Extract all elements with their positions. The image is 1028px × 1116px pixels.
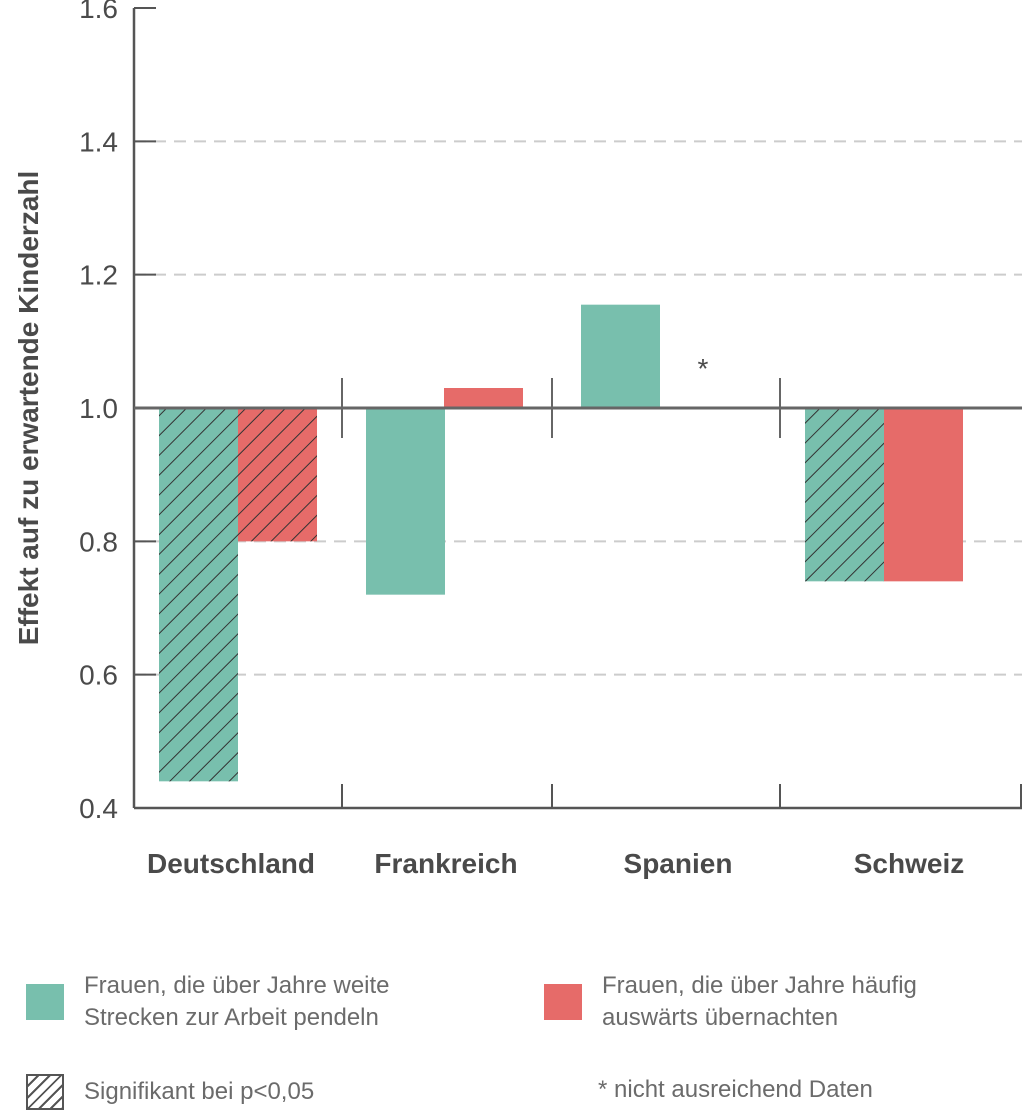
- legend: Frauen, die über Jahre weite Strecken zu…: [0, 960, 1028, 1116]
- bar-significance-hatch: [805, 408, 884, 582]
- legend-label-commute: Frauen, die über Jahre weite Strecken zu…: [84, 972, 390, 1031]
- legend-label-insufficient: * nicht ausreichend Daten: [598, 1076, 873, 1103]
- y-tick-label: 0.6: [79, 660, 118, 691]
- y-axis-label: Effekt auf zu erwartende Kinderzahl: [13, 171, 44, 646]
- bar-spanien-commute: [581, 304, 660, 408]
- y-tick-labels: 0.4 0.6 0.8 1.0 1.2 1.4 1.6: [79, 0, 118, 824]
- insufficient-data-asterisk: *: [698, 353, 709, 384]
- category-labels: Deutschland Frankreich Spanien Schweiz: [147, 848, 964, 879]
- legend-swatch-red: [544, 984, 582, 1020]
- annotations: *: [698, 353, 709, 384]
- legend-label-significance: Signifikant bei p<0,05: [84, 1078, 315, 1105]
- bar-significance-hatch: [238, 408, 317, 542]
- legend-hatch-swatch: [26, 1074, 64, 1110]
- legend-swatch-teal: [26, 984, 64, 1020]
- y-tick-label: 0.8: [79, 526, 118, 557]
- bar-significance-hatch: [159, 408, 238, 782]
- y-tick-label: 1.0: [79, 393, 118, 424]
- category-label-deutschland: Deutschland: [147, 848, 315, 879]
- category-label-schweiz: Schweiz: [854, 848, 964, 879]
- legend-item-commute: Frauen, die über Jahre weite Strecken zu…: [26, 970, 390, 1034]
- legend-item-overnight: Frauen, die über Jahre häufig auswärts ü…: [544, 970, 917, 1034]
- category-label-spanien: Spanien: [624, 848, 733, 879]
- y-tick-label: 1.2: [79, 260, 118, 291]
- y-tick-label: 1.4: [79, 126, 118, 157]
- bars: [159, 304, 963, 782]
- y-tick-label: 0.4: [79, 793, 118, 824]
- bar-chart: Effekt auf zu erwartende Kinderzahl 0.40…: [13, 0, 1022, 879]
- legend-item-significance: Signifikant bei p<0,05: [26, 1074, 314, 1110]
- category-label-frankreich: Frankreich: [374, 848, 517, 879]
- legend-label-overnight: Frauen, die über Jahre häufig auswärts ü…: [602, 972, 917, 1031]
- axes: [132, 7, 1022, 810]
- bar-frankreich-overnight: [444, 388, 523, 408]
- bar-schweiz-overnight: [884, 408, 963, 582]
- y-tick-label: 1.6: [79, 0, 118, 24]
- legend-item-insufficient: * nicht ausreichend Daten: [580, 1074, 873, 1106]
- bar-frankreich-commute: [366, 408, 445, 595]
